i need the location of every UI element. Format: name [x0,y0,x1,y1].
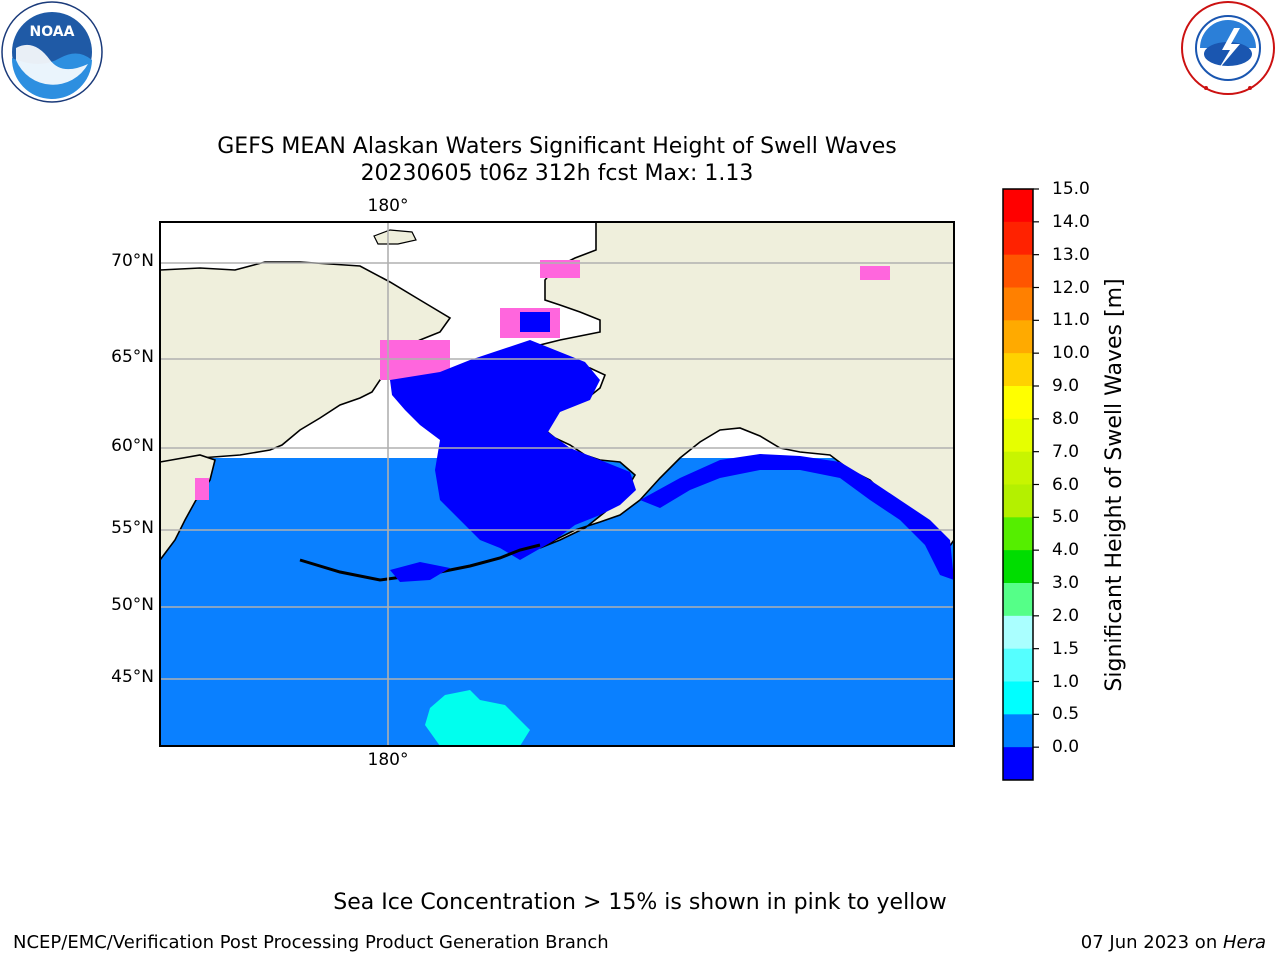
swell-1m-patch [425,690,530,746]
footer-host: Hera [1222,932,1266,953]
sea-ice-note: Sea Ice Concentration > 15% is shown in … [333,890,947,915]
colorbar-tick-label: 13.0 [1052,244,1090,265]
land-wrangel-island [373,229,417,245]
colorbar-segment [1003,418,1033,453]
colorbar-tick-label: 4.0 [1052,540,1080,561]
lat-label-65: 65°N [111,347,154,367]
footer-date: 07 Jun 2023 on Hera [1081,932,1266,953]
colorbar-tick-label: 5.0 [1052,507,1080,528]
colorbar-segment [1003,254,1033,288]
colorbar-segment [1003,648,1033,682]
footer-credit: NCEP/EMC/Verification Post Processing Pr… [13,932,609,953]
lon-label-bottom: 180° [367,750,409,770]
colorbar-tick-label: 14.0 [1052,211,1090,232]
colorbar-tick-label: 9.0 [1052,376,1080,396]
colorbar-tick-label: 7.0 [1052,441,1080,462]
colorbar-tick-label: 11.0 [1052,310,1090,331]
colorbar-segment [1003,287,1033,321]
colorbar-tick-label: 1.0 [1052,671,1080,692]
lat-label-45: 45°N [111,667,154,687]
map-frame [159,221,955,747]
colorbar-tick-label: 8.0 [1052,408,1080,429]
colorbar-tick-label: 6.0 [1052,474,1080,495]
bering-low-swell [390,340,636,560]
lat-label-70: 70°N [111,251,154,271]
colorbar-segment [1003,484,1033,518]
colorbar-segment [1003,681,1033,715]
lat-label-55: 55°N [111,518,154,538]
colorbar-segment [1003,550,1033,584]
colorbar-segment [1003,353,1033,387]
colorbar-segment [1003,714,1033,748]
colorbar-label: Significant Height of Swell Waves [m] [1102,278,1127,692]
colorbar-segment [1003,221,1033,256]
colorbar-segment [1003,320,1033,354]
colorbar-segment [1003,189,1033,223]
colorbar-segment [1003,386,1033,420]
colorbar-tick-label: 0.5 [1052,704,1080,725]
nws-logo [1181,1,1275,95]
colorbar-tick-label: 0.0 [1052,737,1080,758]
colorbar-segment [1003,583,1033,617]
colorbar-tick-label: 2.0 [1052,605,1080,626]
colorbar-tick-label: 1.5 [1052,638,1080,659]
colorbar-segment [1003,747,1033,781]
colorbar-tick-label: 12.0 [1052,277,1090,298]
colorbar-segment [1003,451,1033,485]
colorbar-segment [1003,615,1033,650]
noaa-logo-text: NOAA [30,24,75,40]
land-alaska [529,222,954,562]
plot-subtitle: 20230605 t06z 312h fcst Max: 1.13 [360,161,754,186]
noaa-logo: NOAA [1,1,103,103]
plot-title: GEFS MEAN Alaskan Waters Significant Hei… [217,134,897,159]
lat-label-50: 50°N [111,595,154,615]
graticule [160,222,954,746]
colorbar-tick-label: 10.0 [1052,343,1090,364]
colorbar-segment [1003,517,1033,551]
colorbar-tick-label: 3.0 [1052,573,1080,593]
lon-label-top: 180° [367,196,409,216]
lat-label-60: 60°N [111,436,154,456]
colorbar-tick-label: 15.0 [1052,179,1090,199]
footer-date-text: 07 Jun 2023 on [1080,932,1223,953]
